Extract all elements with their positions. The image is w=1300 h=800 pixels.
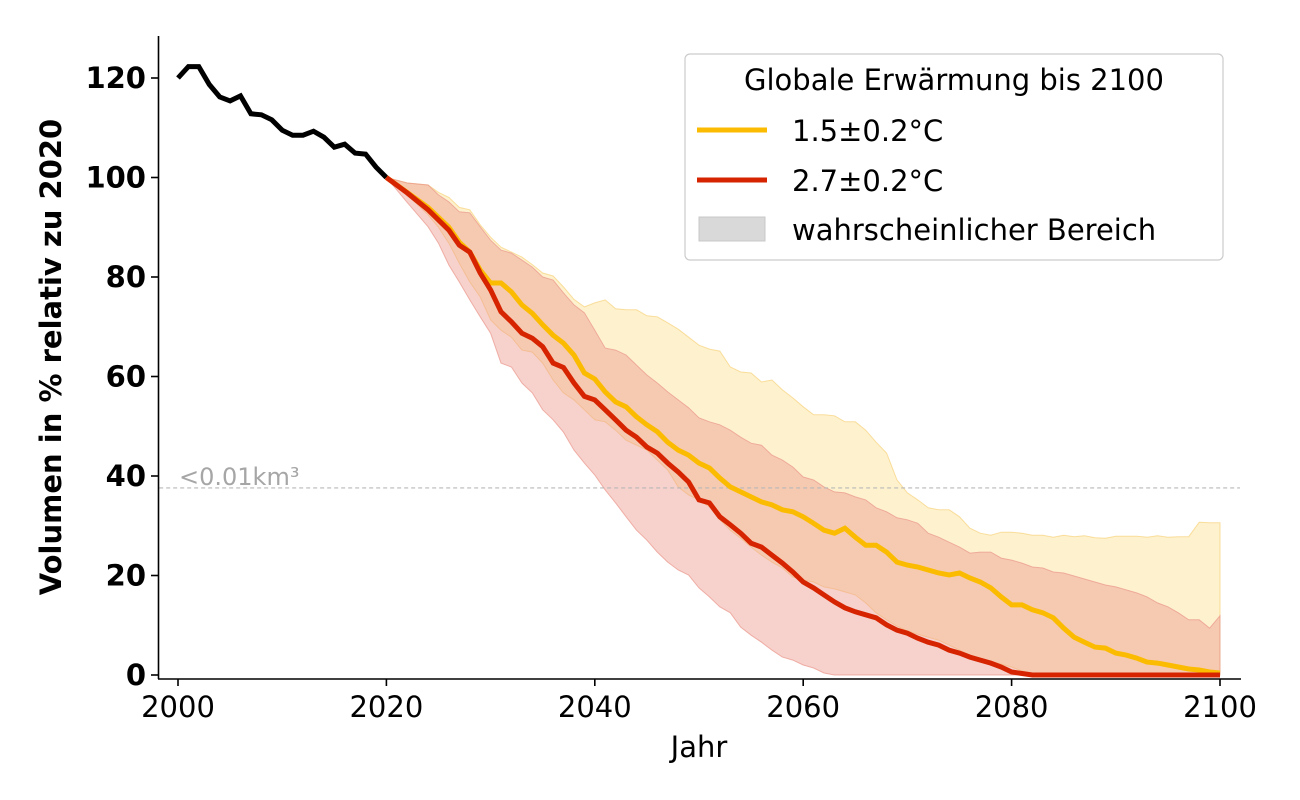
- x-tick-label: 2040: [558, 690, 632, 724]
- y-tick-label: 60: [106, 360, 146, 394]
- y-ticks: 0 20 40 60 80 100 120: [85, 61, 158, 692]
- legend-entry-label: 2.7±0.2°C: [792, 164, 943, 198]
- uncertainty-bands: [385, 176, 1221, 676]
- y-tick-label: 0: [126, 658, 146, 692]
- legend-swatch-patch: [698, 216, 766, 242]
- y-tick-label: 20: [106, 559, 146, 593]
- y-tick-label: 120: [85, 61, 146, 95]
- x-ticks: 2000 2020 2040 2060 2080 2100: [141, 679, 1257, 724]
- x-tick-label: 2000: [141, 690, 215, 724]
- legend-box: [684, 53, 1224, 261]
- y-tick-label: 40: [106, 459, 146, 493]
- x-tick-label: 2060: [766, 690, 840, 724]
- legend: Globale Erwärmung bis 2100 1.5±0.2°C 2.7±…: [684, 53, 1224, 261]
- likely-range-band-2-7C: [385, 176, 1221, 676]
- legend-entries: 1.5±0.2°C 2.7±0.2°C wahrscheinlicher Berei…: [697, 114, 1156, 247]
- x-tick-label: 2020: [349, 690, 423, 724]
- y-tick-label: 80: [106, 260, 146, 294]
- historical-line: [176, 64, 389, 180]
- legend-entry-label: 1.5±0.2°C: [792, 114, 943, 148]
- series-lines: [176, 64, 1221, 678]
- y-tick-label: 100: [85, 161, 146, 195]
- legend-title: Globale Erwärmung bis 2100: [744, 63, 1164, 97]
- series-line-2-7C: [384, 175, 1220, 678]
- reference-line-label: <0.01km³: [179, 463, 299, 491]
- x-axis-label: Jahr: [669, 730, 728, 764]
- y-axis-label: Volumen in % relativ zu 2020: [34, 119, 68, 595]
- x-tick-label: 2080: [975, 690, 1049, 724]
- legend-entry-label: wahrscheinlicher Bereich: [792, 213, 1156, 247]
- x-tick-label: 2100: [1183, 690, 1257, 724]
- series-line-1-5C: [384, 175, 1221, 676]
